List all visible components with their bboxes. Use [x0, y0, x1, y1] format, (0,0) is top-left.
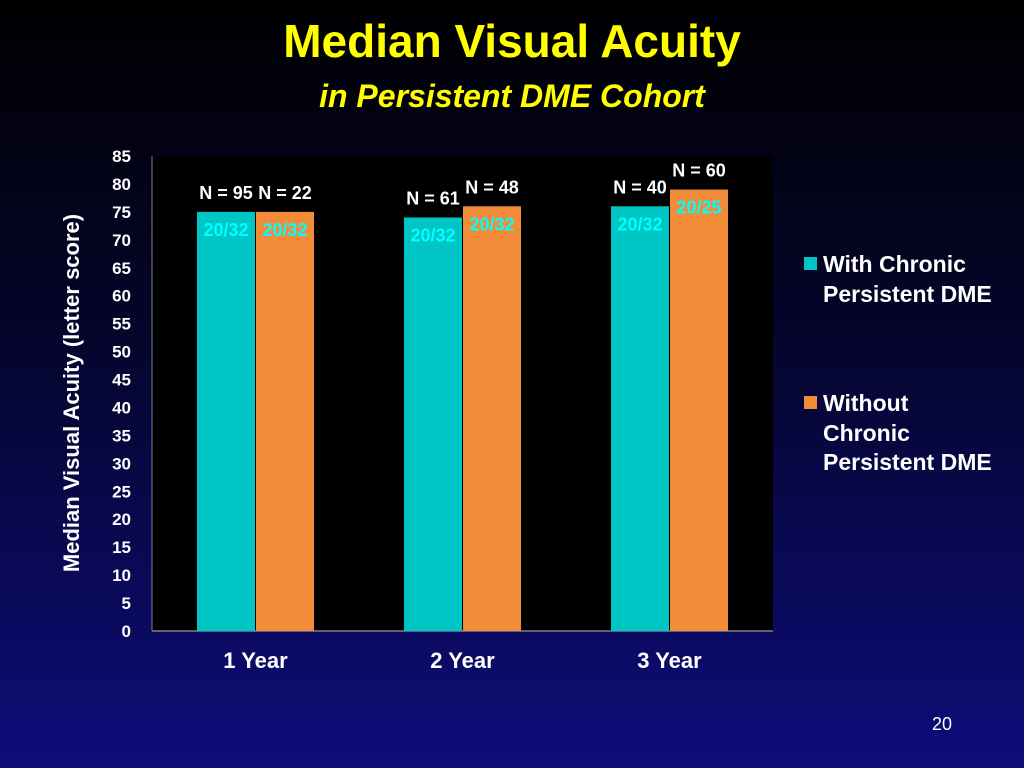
bar: [256, 211, 314, 631]
y-tick-label: 25: [112, 482, 131, 501]
bar-snellen-label: 20/32: [262, 220, 307, 240]
x-tick-label: 2 Year: [430, 648, 495, 673]
y-tick-label: 30: [112, 454, 131, 473]
plot-area: [152, 156, 773, 631]
page-number: 20: [932, 714, 953, 734]
bar-snellen-label: 20/32: [203, 220, 248, 240]
bar: [463, 206, 521, 631]
bar-n-label: N = 48: [465, 177, 519, 197]
y-tick-label: 60: [112, 287, 131, 306]
legend-label-with: With Chronic Persistent DME: [823, 251, 992, 307]
y-tick-label: 5: [122, 594, 131, 613]
bar: [404, 217, 462, 631]
y-tick-label: 20: [112, 510, 131, 529]
legend-item-with: With Chronic Persistent DME: [804, 250, 993, 309]
x-tick-label: 3 Year: [637, 648, 702, 673]
y-tick-label: 50: [112, 343, 131, 362]
slide-subtitle: in Persistent DME Cohort: [319, 78, 705, 114]
y-tick-label: 10: [112, 566, 131, 585]
bar-n-label: N = 60: [672, 161, 726, 181]
y-tick-label: 35: [112, 426, 131, 445]
y-tick-label: 45: [112, 371, 131, 390]
y-tick-label: 15: [112, 538, 131, 557]
bar-n-label: N = 40: [613, 177, 667, 197]
bar-n-label: N = 61: [406, 188, 460, 208]
y-tick-label: 75: [112, 203, 131, 222]
bar-n-label: N = 95: [199, 183, 253, 203]
legend-swatch-without: [804, 396, 817, 409]
bar: [611, 206, 669, 631]
y-tick-label: 0: [122, 622, 131, 641]
x-tick-label: 1 Year: [223, 648, 288, 673]
legend-item-without: Without Chronic Persistent DME: [804, 389, 993, 478]
bar-snellen-label: 20/32: [410, 225, 455, 245]
y-tick-label: 55: [112, 315, 131, 334]
slide-title: Median Visual Acuity: [283, 15, 741, 67]
y-tick-label: 85: [112, 147, 131, 166]
bar-n-label: N = 22: [258, 183, 312, 203]
y-tick-label: 65: [112, 259, 131, 278]
bar-snellen-label: 20/25: [676, 198, 721, 218]
y-axis-label: Median Visual Acuity (letter score): [59, 213, 84, 573]
legend-swatch-with: [804, 257, 817, 270]
y-tick-label: 70: [112, 231, 131, 250]
y-tick-label: 80: [112, 175, 131, 194]
bar: [197, 211, 255, 631]
bar-snellen-label: 20/32: [617, 214, 662, 234]
bar: [670, 189, 728, 631]
y-tick-label: 40: [112, 398, 131, 417]
legend-label-without: Without Chronic Persistent DME: [823, 390, 992, 475]
bar-snellen-label: 20/32: [469, 214, 514, 234]
